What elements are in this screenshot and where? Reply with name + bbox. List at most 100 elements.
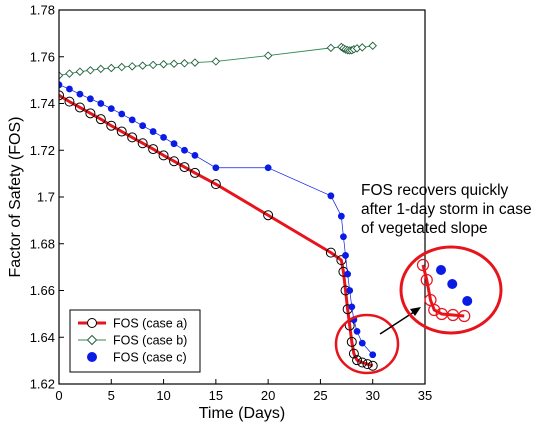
legend-label-case-a: FOS (case a) xyxy=(113,317,187,331)
x-tick-label: 25 xyxy=(313,388,327,403)
data-point-case-c xyxy=(128,116,136,124)
legend-marker-case-b xyxy=(86,334,98,346)
data-point-case-b xyxy=(358,43,367,52)
y-tick-label: 1.72 xyxy=(30,143,55,158)
data-point-case-c xyxy=(340,233,347,241)
series-case-a xyxy=(59,90,378,371)
data-point-case-c xyxy=(337,212,345,220)
data-point-case-b xyxy=(117,62,126,72)
x-tick-label: 15 xyxy=(209,388,223,403)
y-tick-label: 1.66 xyxy=(30,283,55,298)
legend-marker-case-a xyxy=(87,318,97,328)
legend-entry-case-a: FOS (case a) xyxy=(78,317,187,331)
data-point-case-c xyxy=(76,90,84,98)
x-tick-label: 20 xyxy=(261,388,275,403)
legend-label-case-c: FOS (case c) xyxy=(113,351,187,365)
data-point-case-b xyxy=(148,60,158,70)
legend-entry-case-c: FOS (case c) xyxy=(87,351,187,365)
data-point-case-a xyxy=(148,144,159,155)
data-point-case-a xyxy=(357,357,368,368)
data-point-case-b xyxy=(75,67,85,76)
data-point-case-b xyxy=(127,62,137,71)
data-point-case-c xyxy=(353,328,361,335)
data-point-case-b xyxy=(86,66,95,75)
legend-entry-case-b: FOS (case b) xyxy=(78,334,187,348)
data-point-case-c xyxy=(369,351,377,359)
inset-point-case-c xyxy=(447,279,458,289)
data-point-case-c xyxy=(66,85,73,93)
y-tick-label: 1.74 xyxy=(30,96,55,111)
data-point-case-a xyxy=(348,348,359,359)
y-axis-label: Factor of Safety (FOS) xyxy=(7,117,24,278)
inset-point-case-c xyxy=(436,265,446,275)
data-point-case-c xyxy=(358,339,366,347)
data-point-case-b xyxy=(263,51,273,60)
data-point-case-c xyxy=(342,252,349,259)
data-point-case-b xyxy=(180,59,189,68)
data-point-case-c xyxy=(170,140,178,148)
data-point-case-b xyxy=(190,58,200,67)
data-point-case-c xyxy=(139,122,147,130)
data-point-case-c xyxy=(118,110,126,118)
y-tick-label: 1.64 xyxy=(30,330,55,345)
data-point-case-c xyxy=(149,128,157,135)
x-tick-label: 10 xyxy=(156,388,170,403)
data-point-case-c xyxy=(344,270,352,278)
data-point-case-a xyxy=(59,90,64,101)
data-point-case-a xyxy=(210,179,221,190)
data-point-case-a xyxy=(116,126,127,137)
data-point-case-a xyxy=(179,162,190,173)
y-tick-label: 1.78 xyxy=(30,3,55,18)
data-point-case-c xyxy=(264,164,272,172)
annotation: FOS recovers quickly after 1-day storm i… xyxy=(361,182,532,237)
x-axis-label: Time (Days) xyxy=(199,405,286,422)
data-point-case-a xyxy=(95,114,106,125)
data-point-case-a xyxy=(352,355,363,366)
y-tick-label: 1.62 xyxy=(30,377,55,392)
inset-point-case-a xyxy=(416,258,430,272)
x-tick-label: 35 xyxy=(418,388,432,403)
data-point-case-b xyxy=(159,59,168,69)
data-point-case-a xyxy=(137,138,148,149)
data-point-case-c xyxy=(86,95,94,103)
data-point-case-a xyxy=(362,359,373,370)
data-point-case-c xyxy=(212,164,220,172)
legend-marker-case-c xyxy=(87,352,97,362)
annotation-line-3: of vegetated slope xyxy=(361,220,488,237)
data-point-case-c xyxy=(327,192,335,200)
data-point-case-c xyxy=(181,146,188,154)
highlight-ellipse xyxy=(334,313,400,375)
data-point-case-c xyxy=(107,105,115,113)
annotation-line-1: FOS recovers quickly xyxy=(361,182,509,199)
data-point-case-b xyxy=(59,71,64,80)
x-tick-label: 30 xyxy=(365,388,379,403)
data-point-case-c xyxy=(160,133,167,141)
data-point-case-a xyxy=(158,150,169,161)
data-point-case-a xyxy=(106,120,117,131)
data-point-case-a xyxy=(325,247,336,258)
data-point-case-a xyxy=(85,108,96,119)
inset-ellipse xyxy=(399,245,503,335)
data-point-case-b xyxy=(96,64,106,74)
legend-label-case-b: FOS (case b) xyxy=(113,334,187,348)
data-point-case-c xyxy=(97,100,105,107)
data-point-case-b xyxy=(65,69,74,78)
y-tick-label: 1.7 xyxy=(37,190,55,205)
inset-marks xyxy=(416,258,473,323)
y-axis-ticks: 1.62 1.64 1.66 1.68 1.7 1.72 1.74 1.76 1.78 xyxy=(30,3,64,392)
data-point-case-b xyxy=(368,41,377,51)
series-case-c xyxy=(59,81,377,359)
data-point-case-a xyxy=(263,210,274,221)
data-point-case-c xyxy=(348,303,356,311)
data-point-case-b xyxy=(211,57,221,66)
x-axis-ticks: 0 5 10 15 20 25 30 35 xyxy=(55,379,432,403)
inset-line-case-a xyxy=(421,264,465,318)
data-point-case-b xyxy=(138,61,147,70)
data-point-case-c xyxy=(59,81,63,89)
data-point-case-b xyxy=(107,63,116,73)
series-layer xyxy=(59,41,378,371)
inset-point-case-a xyxy=(420,273,433,287)
legend: FOS (case a) FOS (case b) FOS (case c) xyxy=(69,309,201,373)
data-point-case-a xyxy=(346,336,357,347)
